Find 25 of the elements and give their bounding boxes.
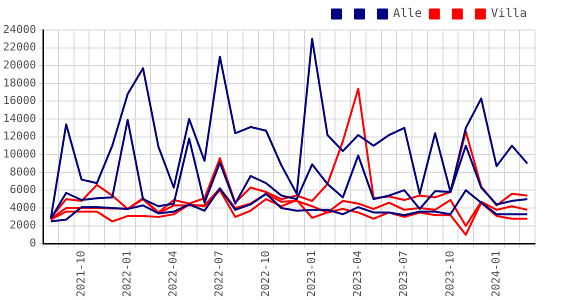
x-tick-label: 2022-04 xyxy=(166,250,180,297)
y-tick-label: 20000 xyxy=(2,58,36,72)
y-tick-label: 16000 xyxy=(2,94,36,108)
y-tick-label: 6000 xyxy=(10,183,36,196)
x-tick-label: 2023-01 xyxy=(304,250,318,297)
x-tick-label: 2023-07 xyxy=(397,250,410,297)
legend-label: Villa xyxy=(490,6,527,20)
y-tick-label: 4000 xyxy=(10,200,36,214)
x-tick-label: 2024-01 xyxy=(489,250,502,297)
y-tick-label: 24000 xyxy=(2,22,36,36)
legend-label: Alle xyxy=(392,6,422,20)
y-tick-label: 22000 xyxy=(2,40,36,54)
y-tick-label: 0 xyxy=(29,236,36,250)
x-tick-label: 2023-10 xyxy=(443,250,456,297)
x-tick-label: 2023-04 xyxy=(351,250,364,297)
x-tick-label: 2022-07 xyxy=(212,250,226,297)
y-tick-label: 18000 xyxy=(2,76,36,90)
x-tick-label: 2022-10 xyxy=(258,250,272,297)
y-tick-label: 8000 xyxy=(10,165,36,178)
y-tick-label: 10000 xyxy=(2,147,36,160)
y-tick-label: 12000 xyxy=(2,130,36,143)
x-tick-label: 2021-10 xyxy=(74,250,88,297)
y-tick-label: 2000 xyxy=(10,218,36,232)
y-tick-label: 14000 xyxy=(2,112,36,125)
x-tick-label: 2022-01 xyxy=(120,250,134,297)
